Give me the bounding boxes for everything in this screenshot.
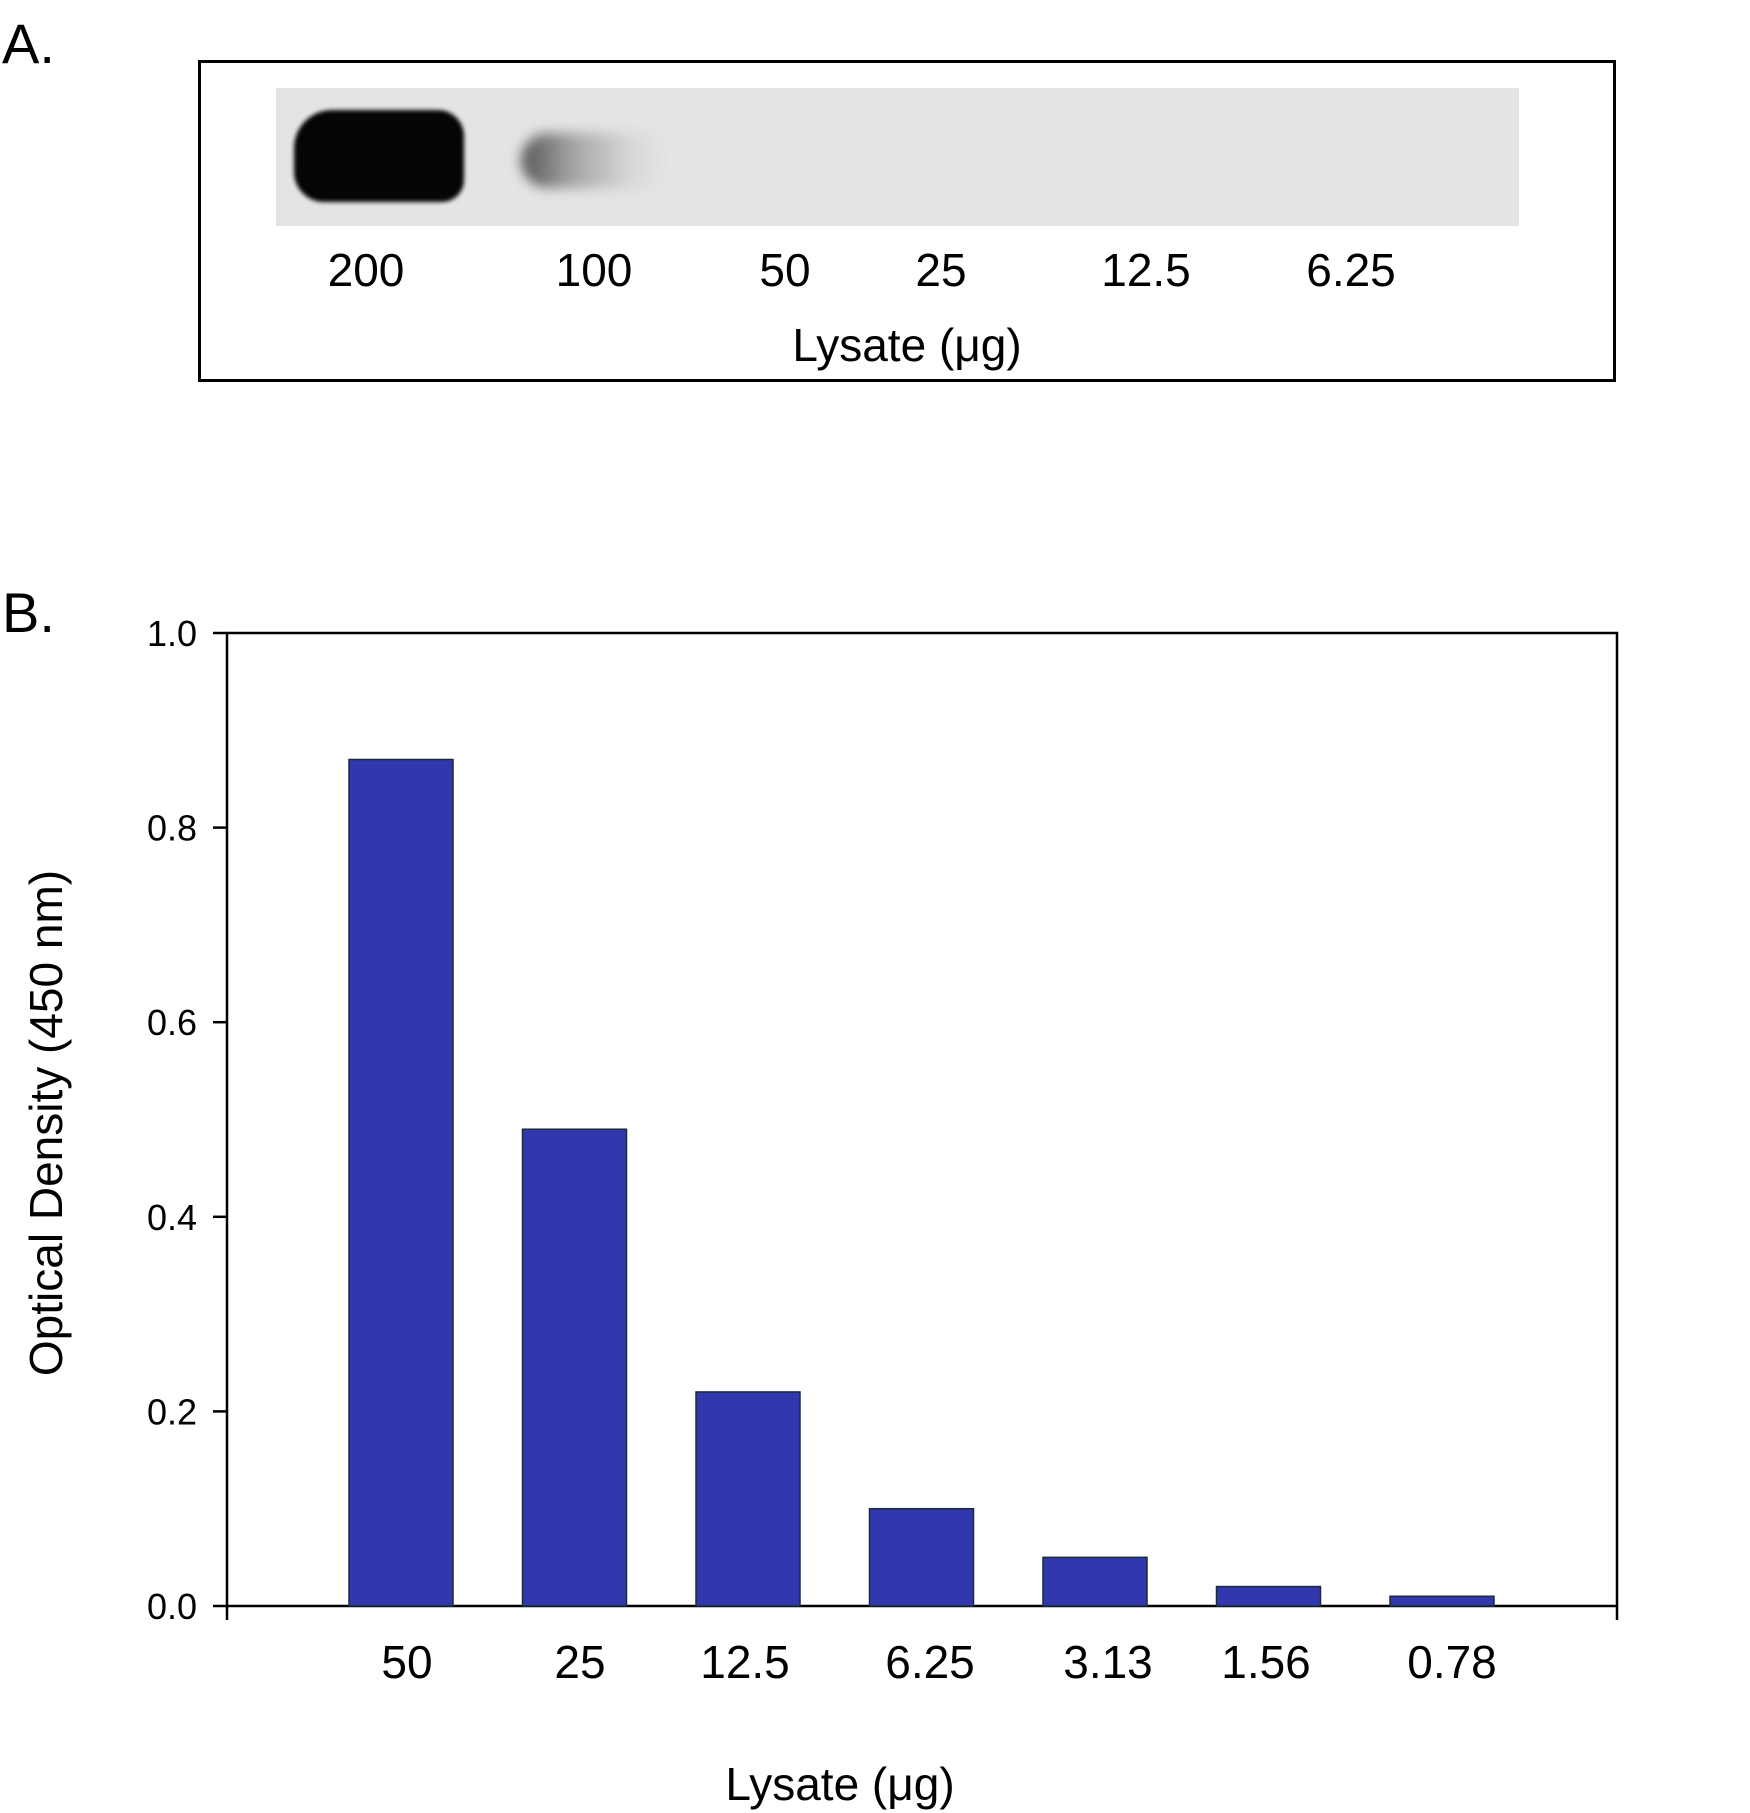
- y-tick-label: 0.0: [147, 1586, 197, 1627]
- x-axis-title: Lysate (μg): [725, 1758, 954, 1810]
- bar: [1389, 1595, 1495, 1607]
- y-axis: 0.0 0.2 0.4 0.6 0.8 1.0: [147, 613, 227, 1627]
- x-category-label: 12.5: [700, 1636, 790, 1688]
- x-category-label: 6.25: [885, 1636, 975, 1688]
- panel-a-letter: A.: [2, 12, 55, 75]
- y-tick-label: 0.6: [147, 1002, 197, 1043]
- x-category-label: 25: [554, 1636, 605, 1688]
- blot-membrane-image: [276, 88, 1519, 226]
- bar: [695, 1391, 801, 1607]
- y-tick-label: 0.4: [147, 1197, 197, 1238]
- western-blot-panel: 200 100 50 25 12.5 6.25 Lysate (μg): [198, 60, 1616, 382]
- y-tick-label: 1.0: [147, 613, 197, 654]
- lane-label: 6.25: [1306, 244, 1396, 296]
- y-axis-title: Optical Density (450 nm): [20, 870, 72, 1376]
- bar: [521, 1128, 628, 1607]
- x-category-label: 3.13: [1063, 1636, 1153, 1688]
- bar: [1215, 1585, 1322, 1607]
- bar-chart: 0.0 0.2 0.4 0.6 0.8 1.0 50 25 12.5 6.25 3.13 1.56 0…: [20, 613, 1619, 1810]
- blot-x-axis-label: Lysate (μg): [792, 319, 1022, 371]
- y-tick-label: 0.2: [147, 1391, 197, 1432]
- lane-label: 25: [915, 244, 967, 296]
- x-axis: [225, 1606, 1619, 1620]
- blot-band-200: [294, 110, 464, 202]
- blot-band-100: [521, 133, 666, 188]
- bar: [348, 758, 454, 1607]
- bar: [1042, 1556, 1148, 1607]
- bars-group: [348, 758, 1495, 1607]
- lane-label: 200: [327, 244, 405, 296]
- lane-label: 100: [555, 244, 633, 296]
- category-labels: 50 25 12.5 6.25 3.13 1.56 0.78: [381, 1636, 1496, 1688]
- x-category-label: 50: [381, 1636, 432, 1688]
- bar: [868, 1507, 975, 1607]
- lane-label: 50: [759, 244, 811, 296]
- y-tick-label: 0.8: [147, 808, 197, 849]
- x-category-label: 1.56: [1221, 1636, 1311, 1688]
- x-category-label: 0.78: [1407, 1636, 1497, 1688]
- panel-b-letter: B.: [2, 581, 55, 644]
- lane-label: 12.5: [1101, 244, 1191, 296]
